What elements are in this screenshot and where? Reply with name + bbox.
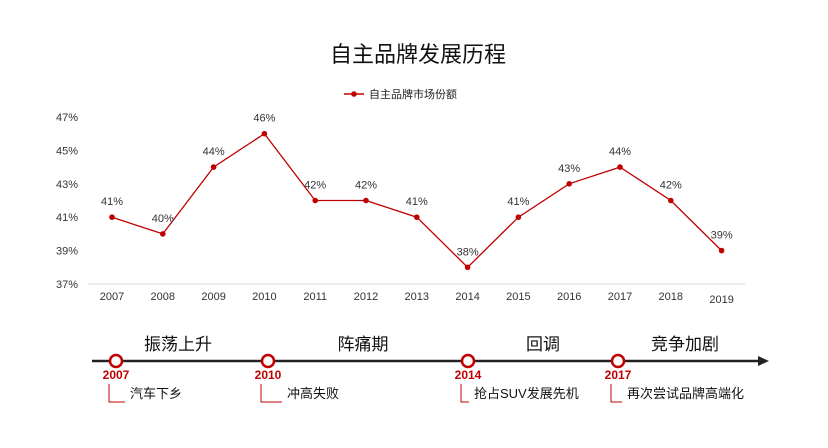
data-label: 42% bbox=[304, 180, 326, 192]
legend: 自主品牌市场份额 bbox=[344, 87, 457, 101]
data-label: 40% bbox=[152, 213, 174, 225]
timeline-marker bbox=[260, 353, 276, 369]
timeline-year: 2010 bbox=[255, 368, 282, 382]
legend-marker bbox=[351, 91, 357, 97]
data-point bbox=[414, 214, 420, 220]
y-tick-label: 39% bbox=[56, 246, 78, 258]
x-tick-label: 2007 bbox=[100, 291, 124, 303]
data-point bbox=[668, 197, 674, 204]
data-point bbox=[617, 164, 623, 170]
x-tick-label: 2011 bbox=[303, 291, 327, 303]
timeline-phase: 振荡上升 bbox=[144, 335, 212, 354]
timeline-year: 2007 bbox=[103, 368, 130, 382]
x-tick-label: 2012 bbox=[354, 291, 378, 303]
data-label: 44% bbox=[203, 146, 225, 158]
y-tick-label: 41% bbox=[56, 212, 78, 224]
y-tick-label: 47% bbox=[56, 112, 78, 124]
x-tick-label: 2016 bbox=[557, 291, 581, 303]
timeline-marker bbox=[108, 353, 124, 369]
timeline-year: 2017 bbox=[605, 368, 632, 382]
data-label: 41% bbox=[507, 196, 529, 208]
x-tick-label: 2017 bbox=[608, 291, 632, 303]
data-point bbox=[261, 130, 268, 137]
data-label: 42% bbox=[660, 180, 682, 192]
timeline-callout bbox=[460, 384, 469, 403]
data-point bbox=[515, 214, 522, 220]
timeline-arrow bbox=[758, 356, 769, 366]
legend-entry: 自主品牌市场份额 bbox=[369, 87, 457, 101]
y-tick-label: 43% bbox=[56, 179, 78, 191]
timeline-callout bbox=[610, 384, 622, 403]
series-market-share: 41% 40% 44% 46% 42% 42% 41% 38% 41% 43% 44% 42% 39% bbox=[101, 113, 733, 271]
x-tick-label: 2014 bbox=[455, 291, 479, 303]
timeline-year: 2014 bbox=[455, 368, 482, 382]
timeline-event: 抢占SUV发展先机 bbox=[474, 386, 579, 401]
timeline-event: 冲高失败 bbox=[287, 386, 339, 401]
x-axis: 2007 2008 2009 2010 2011 2012 2013 2014 2015 2016… bbox=[100, 291, 734, 306]
data-label: 43% bbox=[558, 163, 580, 175]
y-tick-label: 37% bbox=[56, 279, 78, 291]
x-tick-label: 2019 bbox=[709, 294, 733, 306]
data-point bbox=[718, 247, 725, 254]
data-point bbox=[210, 164, 217, 170]
data-point bbox=[566, 181, 572, 187]
timeline-phase: 阵痛期 bbox=[338, 335, 389, 354]
x-tick-label: 2009 bbox=[201, 291, 225, 303]
data-point bbox=[109, 214, 115, 220]
data-label: 44% bbox=[609, 146, 631, 158]
data-point bbox=[312, 197, 319, 204]
timeline-marker bbox=[610, 353, 626, 369]
data-label: 46% bbox=[253, 113, 275, 125]
timeline-phase: 竞争加剧 bbox=[651, 335, 719, 354]
x-tick-label: 2013 bbox=[405, 291, 429, 303]
data-label: 38% bbox=[457, 246, 479, 258]
timeline-phase: 回调 bbox=[526, 335, 560, 354]
x-tick-label: 2015 bbox=[506, 291, 530, 303]
timeline-callout bbox=[260, 384, 282, 403]
y-tick-label: 45% bbox=[56, 145, 78, 157]
data-label: 41% bbox=[101, 196, 123, 208]
data-label: 39% bbox=[711, 230, 733, 242]
data-point bbox=[464, 264, 471, 271]
timeline-callout bbox=[108, 384, 125, 403]
timeline-marker bbox=[460, 353, 476, 369]
chart-title: 自主品牌发展历程 bbox=[330, 42, 506, 67]
timeline-event: 再次尝试品牌高端化 bbox=[627, 386, 744, 401]
data-point bbox=[363, 197, 369, 204]
data-label: 42% bbox=[355, 180, 377, 192]
data-label: 41% bbox=[406, 196, 428, 208]
x-tick-label: 2008 bbox=[151, 291, 175, 303]
timeline-event: 汽车下乡 bbox=[130, 386, 182, 401]
x-tick-label: 2010 bbox=[252, 291, 276, 303]
data-point bbox=[160, 231, 166, 237]
x-tick-label: 2018 bbox=[659, 291, 683, 303]
y-axis: 37% 39% 41% 43% 45% 47% bbox=[56, 112, 78, 291]
